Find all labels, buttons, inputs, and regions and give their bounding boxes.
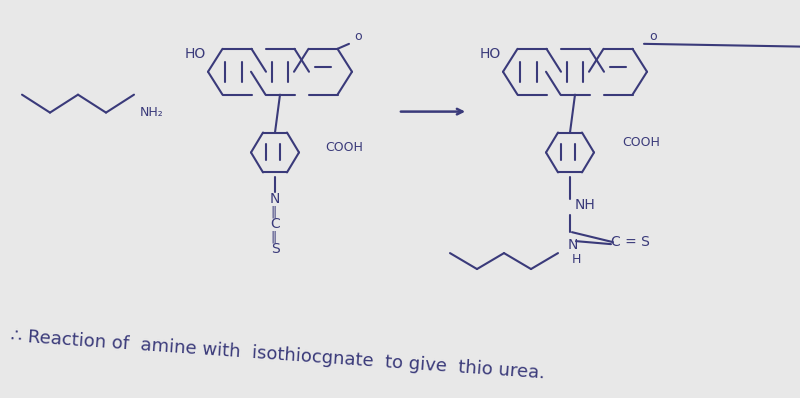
Text: C = S: C = S (610, 235, 650, 249)
Text: COOH: COOH (622, 136, 660, 149)
Text: o: o (649, 30, 657, 43)
Text: NH₂: NH₂ (140, 106, 164, 119)
Text: ∴ Reaction of  amine with  isothiocgnate  to give  thio urea.: ∴ Reaction of amine with isothiocgnate t… (10, 327, 546, 382)
Text: ‖: ‖ (270, 231, 276, 244)
Text: N: N (568, 238, 578, 252)
Text: HO: HO (479, 47, 501, 61)
Text: C: C (270, 217, 280, 231)
Text: NH: NH (574, 198, 595, 212)
Text: H: H (571, 253, 581, 265)
Text: S: S (270, 242, 279, 256)
Text: HO: HO (184, 47, 206, 61)
Text: o: o (354, 30, 362, 43)
Text: ‖: ‖ (270, 206, 276, 219)
Text: COOH: COOH (325, 141, 363, 154)
Text: N: N (270, 192, 280, 206)
